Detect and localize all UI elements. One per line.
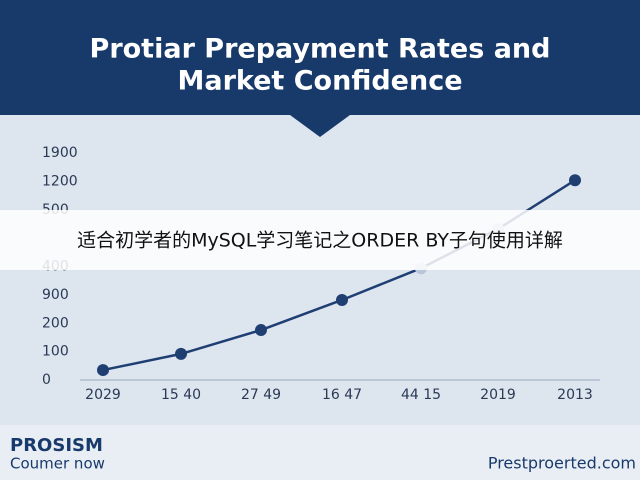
x-tick-label: 27 49 bbox=[241, 387, 281, 403]
y-tick-label: 1900 bbox=[42, 145, 78, 161]
brand: PROSISM bbox=[10, 435, 103, 456]
footer-band bbox=[0, 425, 640, 480]
x-tick-label: 2029 bbox=[85, 387, 121, 403]
x-tick-label: 16 47 bbox=[322, 387, 362, 403]
source: Prestproerted.com bbox=[488, 454, 636, 473]
point bbox=[569, 174, 581, 187]
header-band bbox=[0, 0, 640, 115]
x-tick-label: 2013 bbox=[557, 387, 593, 403]
y-tick-label: 1200 bbox=[42, 173, 78, 189]
banner-text: 适合初学者的MySQL学习笔记之ORDER BY子句使用详解 bbox=[77, 230, 563, 252]
chart-title: Protiar Prepayment Rates and bbox=[90, 34, 551, 65]
y-tick-label: 100 bbox=[42, 344, 69, 360]
brand-sub: Coumer now bbox=[10, 455, 105, 473]
header-notch bbox=[290, 115, 350, 137]
x-tick-label: 15 40 bbox=[161, 387, 201, 403]
banner-bg bbox=[0, 210, 640, 270]
x-tick-label: 44 15 bbox=[401, 387, 441, 403]
chart-title: Market Confidence bbox=[177, 66, 462, 97]
x-tick-label: 2019 bbox=[480, 387, 516, 403]
point bbox=[336, 293, 348, 306]
point bbox=[97, 364, 109, 377]
y-tick-label: 200 bbox=[42, 315, 69, 331]
point bbox=[255, 324, 267, 337]
y-tick-label: 0 bbox=[42, 372, 51, 388]
y-tick-label: 900 bbox=[42, 287, 69, 303]
point bbox=[175, 347, 187, 360]
